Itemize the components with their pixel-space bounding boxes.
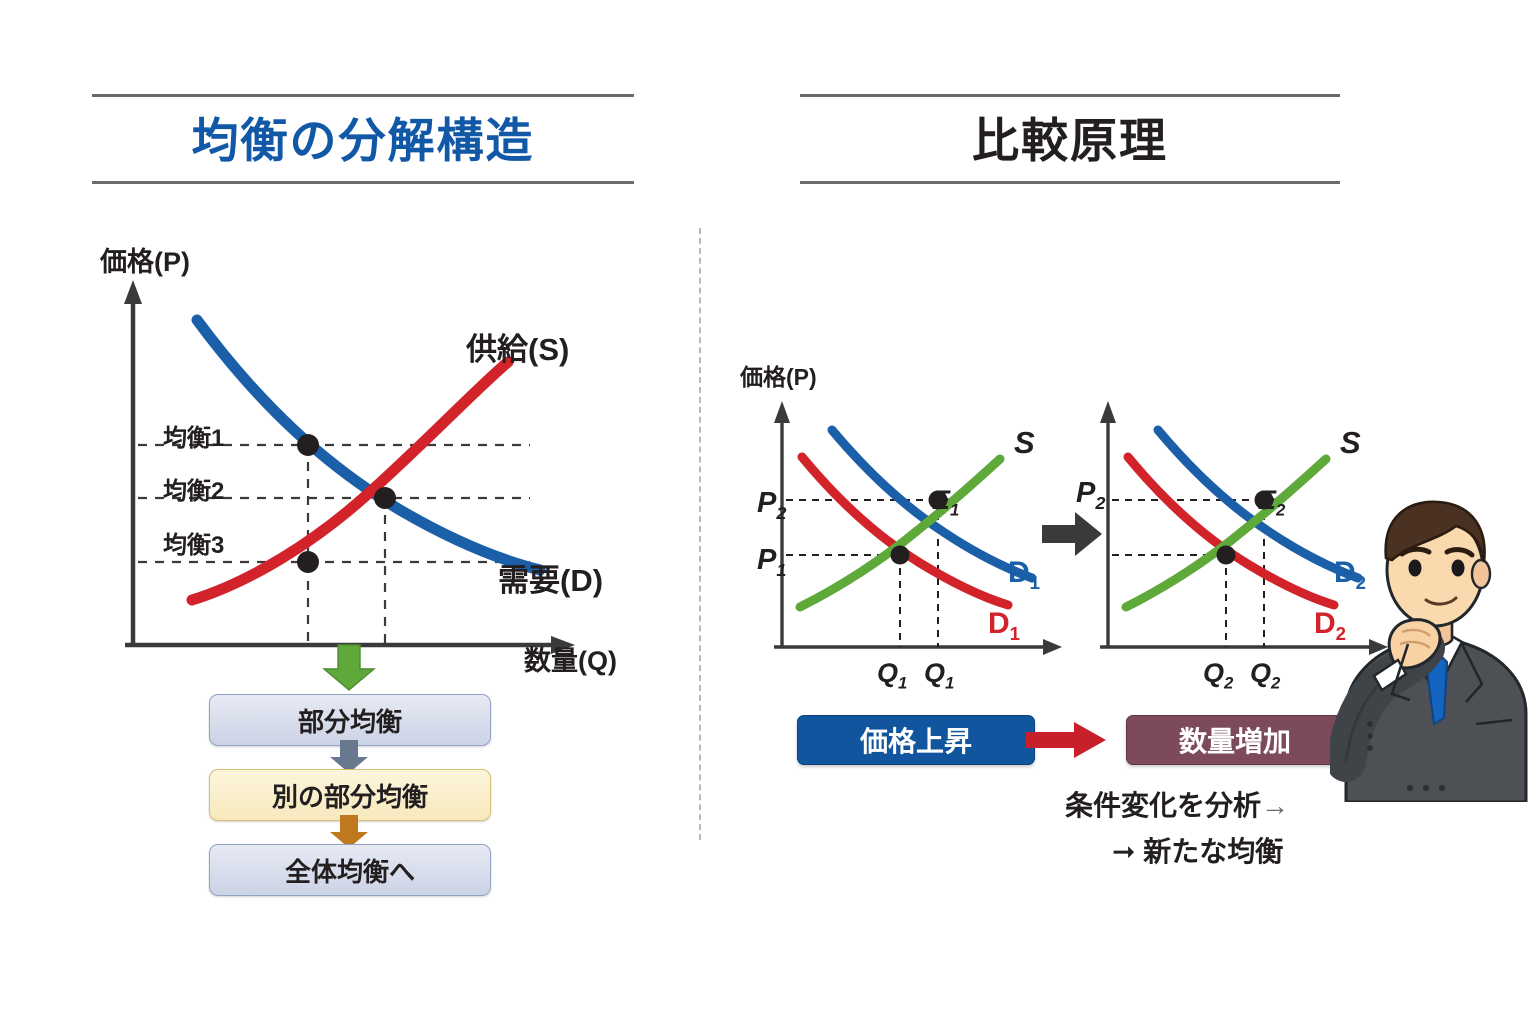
- demand-curve-red: [797, 452, 1013, 610]
- eyebrow-left: [1399, 546, 1432, 557]
- chart-b-supply-label: S: [1340, 425, 1361, 460]
- left-x-axis-label: 数量(Q): [524, 646, 617, 676]
- price-up-tag[interactable]: 価格上昇: [797, 715, 1035, 765]
- chart-b-demand-blue-label: D2: [1334, 556, 1367, 593]
- chart-a-price-high-label: P2: [757, 487, 787, 523]
- flow-box-another-partial-equilibrium[interactable]: 別の部分均衡: [209, 769, 491, 821]
- equilibrium-dot-1: [297, 434, 319, 456]
- demand-curve-blue: [827, 425, 1037, 583]
- quantity-up-tag[interactable]: 数量増加: [1126, 715, 1344, 765]
- flow-box-general-equilibrium[interactable]: 全体均衡へ: [209, 844, 491, 896]
- ear: [1470, 558, 1492, 590]
- right-panel-title: 比較原理: [972, 114, 1168, 167]
- cuff-button-3: [1439, 785, 1445, 791]
- left-y-axis-label: 価格(P): [100, 247, 190, 277]
- title-rule-top: [92, 94, 634, 97]
- right-panel-title-block: 比較原理: [800, 94, 1340, 185]
- chart-a-quantity-left-label: Q1: [877, 658, 908, 693]
- demand-curve-red: [1123, 452, 1339, 610]
- comparative-chart-after: [1100, 401, 1388, 655]
- businessman-thinking-illustration: [1330, 500, 1528, 802]
- chart-a-quantity-right-label: Q1: [924, 658, 955, 693]
- equilibrium-dot-initial: [1216, 545, 1236, 565]
- transition-right-arrow-icon: [1042, 512, 1102, 556]
- equilibrium-dot-e2: [1254, 490, 1274, 510]
- shirt-cuff: [1372, 658, 1408, 692]
- comparative-chart-before: [774, 401, 1062, 655]
- quantity-up-tag-label: 数量増加: [1178, 726, 1291, 757]
- x-axis: [1100, 639, 1388, 655]
- eyebrow-right: [1444, 547, 1475, 558]
- equilibrium-label-3: 均衡3: [163, 532, 225, 559]
- left-panel-title-block: 均衡の分解構造: [92, 94, 634, 185]
- equilibrium-label-2: 均衡2: [163, 478, 225, 505]
- demand-curve-blue: [1153, 425, 1363, 583]
- note-line-1-text: 条件変化を分析: [1065, 790, 1262, 821]
- equilibrium-dot-e1: [928, 490, 948, 510]
- equilibrium-guides: [138, 443, 530, 645]
- cuff-button-1: [1407, 785, 1413, 791]
- equilibrium-dot-initial: [890, 545, 910, 565]
- price-up-tag-label: 価格上昇: [859, 726, 972, 757]
- chart-a-supply-label: S: [1014, 425, 1035, 460]
- orange-down-arrow-icon: [330, 815, 368, 848]
- jacket-pocket: [1475, 718, 1513, 726]
- chart-a-demand-red-label: D1: [988, 607, 1021, 644]
- sleeve-button-1: [1367, 721, 1373, 727]
- flow-box-label: 全体均衡へ: [284, 856, 415, 887]
- equilibrium-decomposition-chart: [124, 280, 575, 654]
- supply-curve-red: [186, 356, 514, 606]
- y-axis: [1100, 401, 1116, 647]
- chart-a-price-low-label: P1: [757, 544, 787, 580]
- sleeve-button-2: [1367, 733, 1373, 739]
- chart-b-equilibrium-label: E2: [1258, 485, 1286, 520]
- red-right-arrow-icon: [1026, 722, 1106, 758]
- hair: [1384, 500, 1486, 563]
- supply-curve-green: [1121, 454, 1331, 612]
- green-down-arrow-icon: [322, 644, 376, 691]
- note-arrow-icon: →: [1261, 790, 1290, 821]
- chart-a-demand-blue-label: D1: [1008, 556, 1041, 593]
- demand-curve-label: 需要(D): [498, 563, 604, 598]
- chart-b-quantity-left-label: Q2: [1203, 658, 1234, 693]
- equilibrium-dot-3: [297, 551, 319, 573]
- chart-b-demand-red-label: D2: [1314, 607, 1347, 644]
- y-axis: [124, 280, 142, 645]
- note-line-2-text: 新たな均衡: [1143, 836, 1284, 867]
- sleeve-button-3: [1367, 745, 1373, 751]
- title-rule-top: [800, 94, 1340, 97]
- left-panel-title: 均衡の分解構造: [191, 114, 535, 167]
- chart-b-price-high-label: P2: [1076, 477, 1106, 513]
- mouth: [1424, 596, 1458, 606]
- note-line-1: 条件変化を分析→: [1065, 784, 1289, 824]
- note-arrow-bold-icon: ➞: [1112, 836, 1136, 867]
- slate-down-arrow-icon: [330, 740, 368, 773]
- chart-b-quantity-right-label: Q2: [1250, 658, 1281, 693]
- lapel-right: [1460, 643, 1484, 703]
- note-line-2: ➞ 新たな均衡: [1112, 830, 1283, 870]
- title-rule-bottom: [92, 181, 634, 185]
- lapel-left: [1390, 643, 1411, 702]
- eye-right: [1451, 559, 1465, 577]
- equilibrium-dot-2: [374, 487, 396, 509]
- finger-line-1: [1401, 628, 1431, 637]
- panel-divider: [699, 228, 701, 840]
- eye-left: [1408, 559, 1422, 577]
- flow-box-label: 部分均衡: [297, 706, 402, 737]
- title-rule-bottom: [800, 181, 1340, 185]
- supply-curve-label: 供給(S): [466, 332, 570, 367]
- flow-box-partial-equilibrium[interactable]: 部分均衡: [209, 694, 491, 746]
- finger-line-2: [1399, 640, 1431, 649]
- equilibrium-label-1: 均衡1: [163, 425, 225, 452]
- cuff-button-2: [1423, 785, 1429, 791]
- x-axis: [774, 639, 1062, 655]
- flow-box-label: 別の部分均衡: [271, 781, 428, 812]
- y-axis: [774, 401, 790, 647]
- chart-a-equilibrium-label: E1: [932, 485, 960, 520]
- right-y-axis-label: 価格(P): [740, 364, 817, 390]
- supply-curve-green: [795, 454, 1005, 612]
